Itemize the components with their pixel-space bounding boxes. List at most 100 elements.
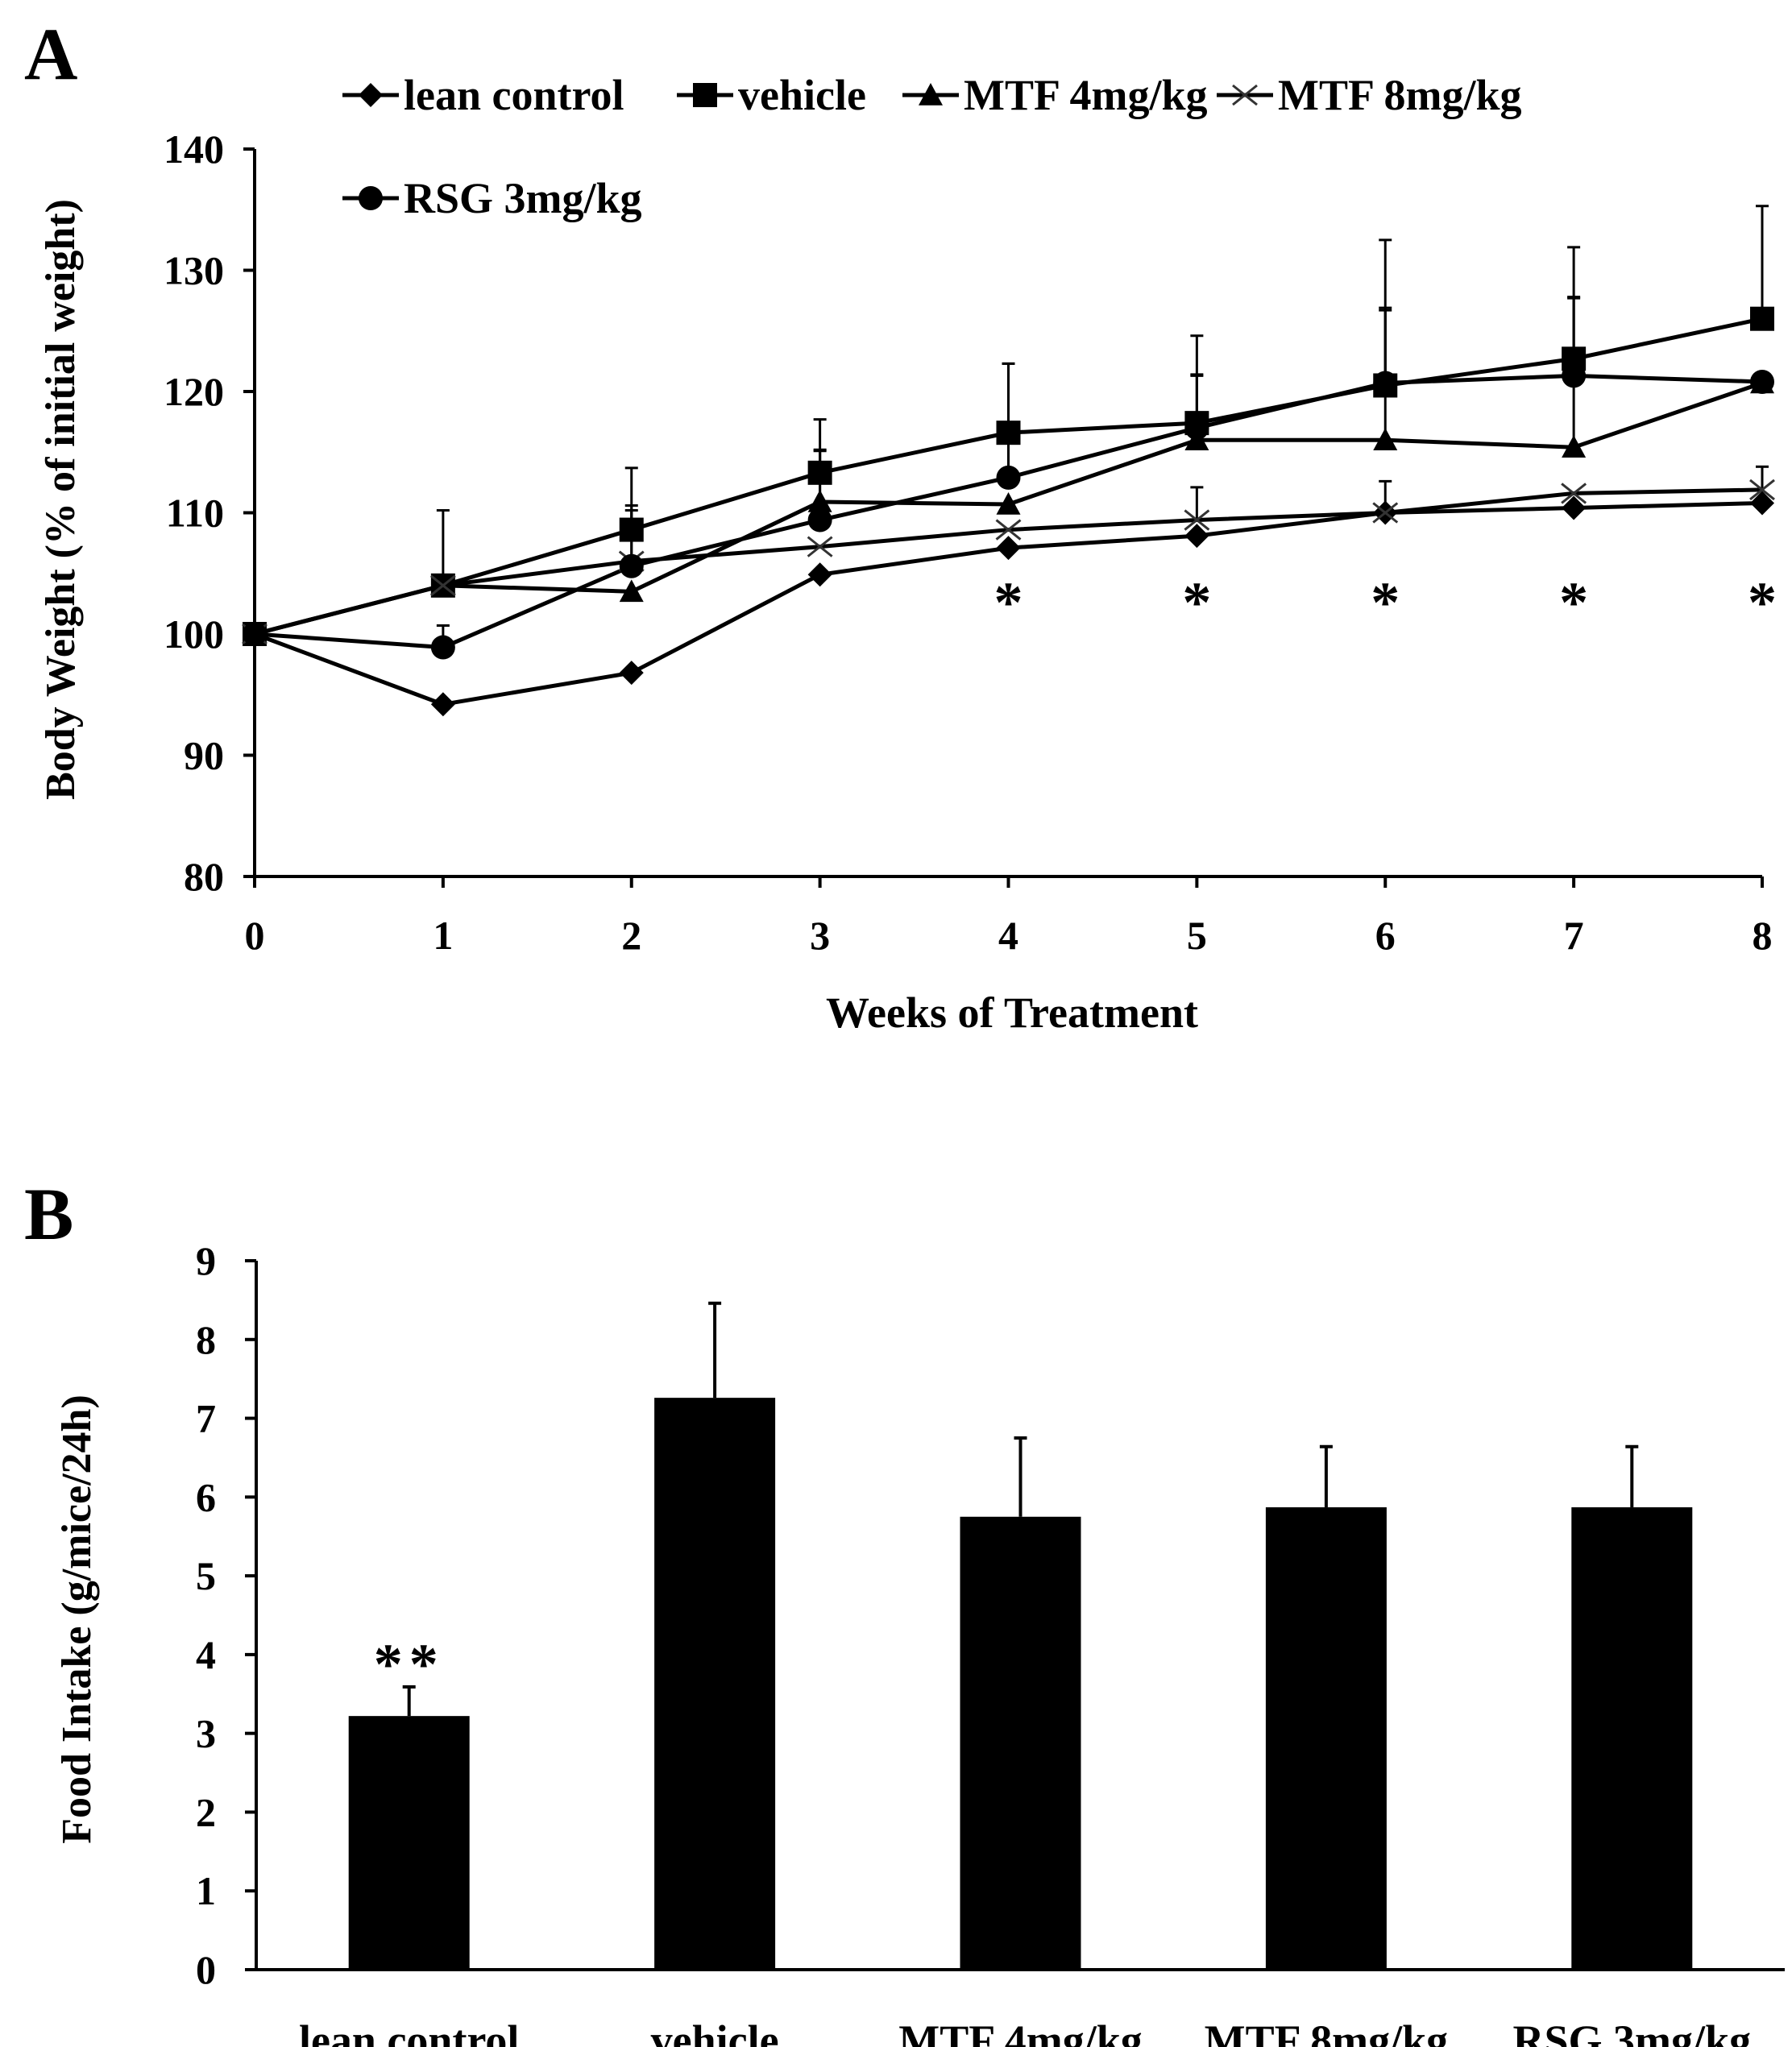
panel-b-y-tick-label: 4 [196,1632,216,1677]
point-mtf-8mg-kg-stroke-b [1372,502,1399,524]
point-rsg-3mg-kg [1184,416,1209,441]
point-mtf-8mg-kg [1749,479,1775,501]
point-mtf-4mg-kg [807,489,832,512]
panel-a-x-tick-label: 2 [621,913,641,958]
panel-a-x-tick-label: 1 [433,913,453,958]
legend-marker-vehicle [693,83,717,107]
panel-a-y-tick-label: 90 [184,733,224,778]
point-mtf-8mg-kg [1184,509,1210,531]
panel-a-y-tick-label: 80 [184,854,224,899]
point-lean-control [1184,524,1209,549]
panel-a-x-tick-label: 4 [998,913,1018,958]
panel-b-y-tick-label: 9 [196,1238,216,1283]
legend-label-mtf-4mg-kg: MTF 4mg/kg [964,71,1207,119]
panel-b-y-tick-label: 3 [196,1711,216,1756]
panel-a-y-tick-label: 140 [164,126,224,172]
legend-label-lean-control: lean control [404,71,624,119]
point-mtf-8mg-kg-stroke-b [995,519,1022,541]
point-rsg-3mg-kg [1750,369,1774,394]
point-mtf-4mg-kg [996,491,1021,515]
point-lean-control [996,536,1021,561]
legend-marker-mtf-8mg-kg [1232,84,1258,106]
point-rsg-3mg-kg [1373,371,1398,396]
point-mtf-4mg-kg [619,579,644,603]
significance-star: * [1371,570,1400,635]
panel-a-y-tick-label: 130 [164,248,224,293]
panel-b-y-tick-label: 2 [196,1789,216,1834]
significance-star: * [994,570,1023,635]
panel-b-y-tick-label: 7 [196,1396,216,1441]
bar-vehicle [654,1398,776,1970]
point-vehicle [1750,306,1774,331]
point-rsg-3mg-kg [996,465,1021,490]
point-mtf-8mg-kg [1561,483,1587,504]
legend-marker-mtf-8mg-kg-stroke-b [1232,84,1258,106]
point-vehicle [996,421,1021,445]
bar-rsg-3mg-kg [1571,1507,1693,1970]
panel-a-y-tick-label: 100 [164,611,224,657]
point-vehicle [807,460,832,485]
bar-mtf-8mg-kg [1265,1507,1387,1970]
panel-a-letter: A [24,13,77,95]
point-lean-control [430,692,455,717]
point-mtf-4mg-kg [1562,435,1587,458]
panel-a-x-tick-label: 8 [1753,913,1773,958]
point-mtf-8mg-kg [429,574,456,596]
legend-label-vehicle: vehicle [738,71,866,119]
panel-a-y-tick-label: 110 [166,491,224,536]
panel-a-legend: lean control vehicle MTF 4mg/kg MTF 8mg/kg R… [342,71,1521,222]
panel-a-x-tick-label: 3 [810,913,830,958]
panel-b-letter: B [24,1173,73,1255]
panel-b-y-axis-title: Food Intake (g/mice/24h) [54,1394,100,1844]
point-mtf-8mg-kg [995,519,1022,541]
category-label-mtf-4mg-kg: MTF 4mg/kg [898,2016,1142,2047]
panel-b-y-tick-label: 0 [196,1947,216,1992]
point-mtf-8mg-kg-stroke-b [1184,509,1210,531]
point-rsg-3mg-kg [619,553,644,578]
panel-a-x-tick-label: 5 [1187,913,1207,958]
point-lean-control [1750,491,1774,516]
legend-marker-mtf-4mg-kg [919,83,943,106]
panel-a-y-axis-title: Body Weight (% of initial weight) [38,199,84,800]
point-lean-control [619,661,644,686]
point-lean-control [1562,495,1587,520]
panel-a-x-tick-label: 0 [245,913,265,958]
point-mtf-8mg-kg-stroke-b [429,574,456,596]
category-label-rsg-3mg-kg: RSG 3mg/kg [1513,2016,1752,2047]
bar-lean-control [348,1716,470,1970]
significance-label: ** [374,1632,445,1697]
panel-b-y-tick-label: 1 [196,1868,216,1913]
point-mtf-8mg-kg [1372,502,1399,524]
legend-marker-lean-control [359,83,383,107]
panel-b-y-tick-label: 8 [196,1317,216,1362]
panel-a-x-tick-label: 7 [1564,913,1584,958]
significance-star: * [1559,570,1588,635]
point-rsg-3mg-kg [1562,363,1587,388]
point-rsg-3mg-kg [807,508,832,532]
category-label-vehicle: vehicle [651,2016,779,2047]
point-lean-control [807,562,832,587]
significance-star: * [1182,570,1211,635]
point-mtf-8mg-kg [807,536,833,557]
legend-marker-rsg-3mg-kg [359,186,383,210]
point-mtf-8mg-kg-stroke-b [1561,483,1587,504]
category-label-mtf-8mg-kg: MTF 8mg/kg [1205,2016,1448,2047]
point-rsg-3mg-kg [430,635,455,660]
legend-label-mtf-8mg-kg: MTF 8mg/kg [1278,71,1521,119]
panel-a-y-tick-label: 120 [164,369,224,414]
point-mtf-8mg-kg-stroke-b [807,536,833,557]
panel-b-chart: B Food Intake (g/mice/24h) 0 1 2 3 4 5 6 7 8 9 le… [24,1173,1785,2047]
panel-a-x-tick-label: 6 [1375,913,1396,958]
point-mtf-4mg-kg [1373,428,1398,450]
panel-b-y-tick-label: 5 [196,1553,216,1598]
point-rsg-3mg-kg [243,622,267,646]
legend-label-rsg-3mg-kg: RSG 3mg/kg [404,174,642,222]
point-mtf-8mg-kg-stroke-b [1749,479,1775,501]
significance-star: * [1748,570,1777,635]
bar-mtf-4mg-kg [960,1516,1081,1970]
panel-a-x-axis-title: Weeks of Treatment [826,988,1198,1037]
panel-b-y-tick-label: 6 [196,1474,216,1519]
panel-a-chart: A Body Weight (% of initial weight) Week… [24,13,1777,1037]
category-label-lean-control: lean control [299,2016,519,2047]
